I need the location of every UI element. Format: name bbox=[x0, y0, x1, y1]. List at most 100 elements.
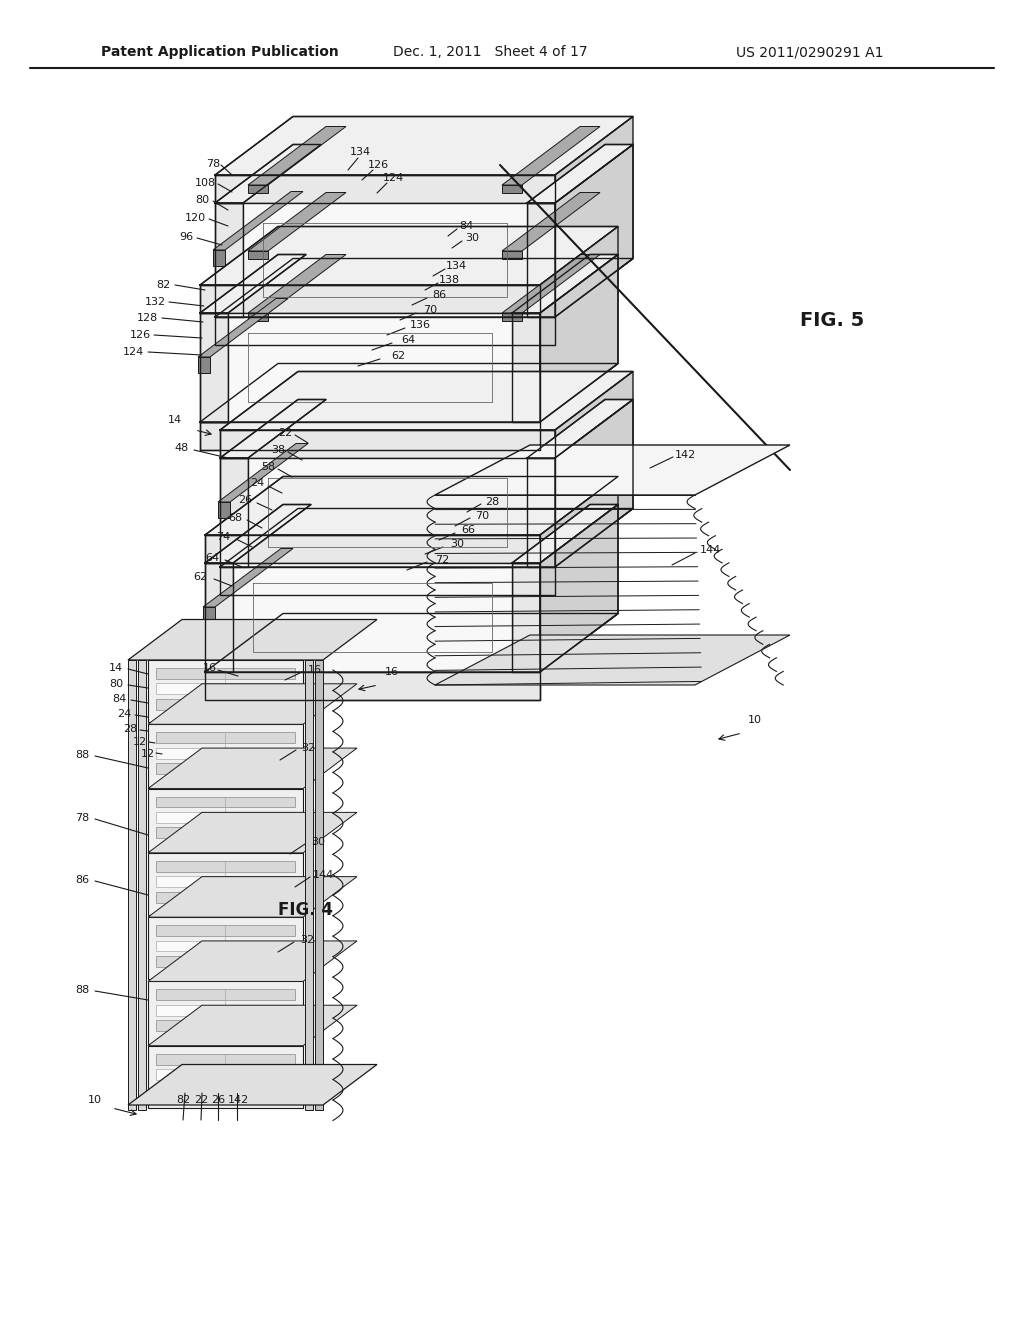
Text: 70: 70 bbox=[423, 305, 437, 315]
Text: Dec. 1, 2011   Sheet 4 of 17: Dec. 1, 2011 Sheet 4 of 17 bbox=[392, 45, 588, 59]
Polygon shape bbox=[156, 828, 295, 838]
Text: 66: 66 bbox=[461, 525, 475, 535]
Polygon shape bbox=[502, 193, 600, 251]
Polygon shape bbox=[220, 568, 555, 595]
Text: 30: 30 bbox=[311, 837, 325, 847]
Polygon shape bbox=[527, 144, 633, 203]
Polygon shape bbox=[228, 313, 512, 422]
Text: 64: 64 bbox=[205, 553, 219, 564]
Text: 32: 32 bbox=[301, 743, 315, 752]
Polygon shape bbox=[213, 249, 225, 267]
Polygon shape bbox=[215, 116, 633, 176]
Polygon shape bbox=[315, 660, 323, 1110]
Polygon shape bbox=[435, 445, 790, 495]
Polygon shape bbox=[128, 619, 377, 660]
Text: 48: 48 bbox=[175, 444, 189, 453]
Polygon shape bbox=[148, 788, 303, 851]
Text: 10: 10 bbox=[88, 1096, 102, 1105]
Polygon shape bbox=[218, 502, 230, 517]
Text: 16: 16 bbox=[308, 665, 322, 675]
Polygon shape bbox=[248, 127, 346, 185]
Text: 120: 120 bbox=[184, 213, 206, 223]
Polygon shape bbox=[148, 1045, 303, 1107]
Text: 28: 28 bbox=[485, 498, 499, 507]
Text: 126: 126 bbox=[368, 160, 388, 170]
Polygon shape bbox=[205, 504, 311, 564]
Text: 32: 32 bbox=[300, 935, 314, 945]
Text: 134: 134 bbox=[445, 261, 467, 271]
Polygon shape bbox=[156, 668, 295, 678]
Polygon shape bbox=[198, 356, 210, 374]
Text: FIG. 5: FIG. 5 bbox=[800, 310, 864, 330]
Polygon shape bbox=[248, 313, 268, 321]
Polygon shape bbox=[148, 725, 303, 787]
Text: 126: 126 bbox=[129, 330, 151, 341]
Polygon shape bbox=[156, 876, 295, 887]
Text: 80: 80 bbox=[109, 678, 123, 689]
Polygon shape bbox=[540, 255, 618, 422]
Text: 96: 96 bbox=[179, 232, 194, 242]
Polygon shape bbox=[203, 549, 293, 607]
Text: 26: 26 bbox=[238, 495, 252, 506]
Polygon shape bbox=[148, 748, 357, 788]
Text: 30: 30 bbox=[450, 539, 464, 549]
Text: 30: 30 bbox=[465, 234, 479, 243]
Text: 38: 38 bbox=[271, 445, 285, 455]
Text: 68: 68 bbox=[228, 513, 242, 523]
Polygon shape bbox=[156, 1069, 295, 1080]
Polygon shape bbox=[502, 251, 522, 259]
Polygon shape bbox=[555, 371, 633, 458]
Polygon shape bbox=[203, 607, 215, 623]
Text: 88: 88 bbox=[75, 750, 89, 760]
Polygon shape bbox=[148, 1006, 357, 1045]
Polygon shape bbox=[148, 917, 303, 979]
Polygon shape bbox=[555, 400, 633, 568]
Polygon shape bbox=[220, 430, 555, 458]
Polygon shape bbox=[148, 941, 357, 982]
Text: 26: 26 bbox=[211, 1096, 225, 1105]
Polygon shape bbox=[148, 982, 303, 1044]
Polygon shape bbox=[128, 660, 136, 1110]
Polygon shape bbox=[248, 458, 527, 568]
Polygon shape bbox=[200, 313, 228, 422]
Polygon shape bbox=[502, 185, 522, 193]
Text: 78: 78 bbox=[206, 158, 220, 169]
Polygon shape bbox=[248, 255, 346, 313]
Text: 74: 74 bbox=[216, 532, 230, 543]
Text: Patent Application Publication: Patent Application Publication bbox=[101, 45, 339, 59]
Polygon shape bbox=[200, 422, 540, 450]
Polygon shape bbox=[156, 733, 295, 743]
Polygon shape bbox=[156, 990, 295, 1001]
Text: 80: 80 bbox=[195, 195, 209, 205]
Text: 132: 132 bbox=[144, 297, 166, 308]
Polygon shape bbox=[156, 796, 295, 808]
Text: 58: 58 bbox=[261, 462, 275, 473]
Polygon shape bbox=[198, 298, 288, 356]
Polygon shape bbox=[215, 144, 321, 203]
Text: 88: 88 bbox=[75, 985, 89, 995]
Polygon shape bbox=[215, 317, 555, 345]
Polygon shape bbox=[555, 144, 633, 317]
Text: 22: 22 bbox=[278, 428, 292, 438]
Polygon shape bbox=[156, 812, 295, 822]
Text: 22: 22 bbox=[194, 1096, 208, 1105]
Text: 16: 16 bbox=[385, 667, 399, 677]
Polygon shape bbox=[555, 116, 633, 203]
Polygon shape bbox=[220, 508, 633, 568]
Polygon shape bbox=[156, 861, 295, 871]
Polygon shape bbox=[200, 363, 618, 422]
Text: 124: 124 bbox=[123, 347, 143, 356]
Polygon shape bbox=[502, 313, 522, 321]
Polygon shape bbox=[156, 763, 295, 774]
Polygon shape bbox=[233, 564, 512, 672]
Polygon shape bbox=[527, 203, 555, 317]
Polygon shape bbox=[248, 185, 268, 193]
Polygon shape bbox=[205, 535, 540, 564]
Polygon shape bbox=[200, 227, 618, 285]
Polygon shape bbox=[148, 684, 357, 725]
Polygon shape bbox=[527, 400, 633, 458]
Text: 82: 82 bbox=[156, 280, 170, 290]
Polygon shape bbox=[156, 925, 295, 936]
Polygon shape bbox=[148, 619, 357, 660]
Text: 24: 24 bbox=[250, 478, 264, 488]
